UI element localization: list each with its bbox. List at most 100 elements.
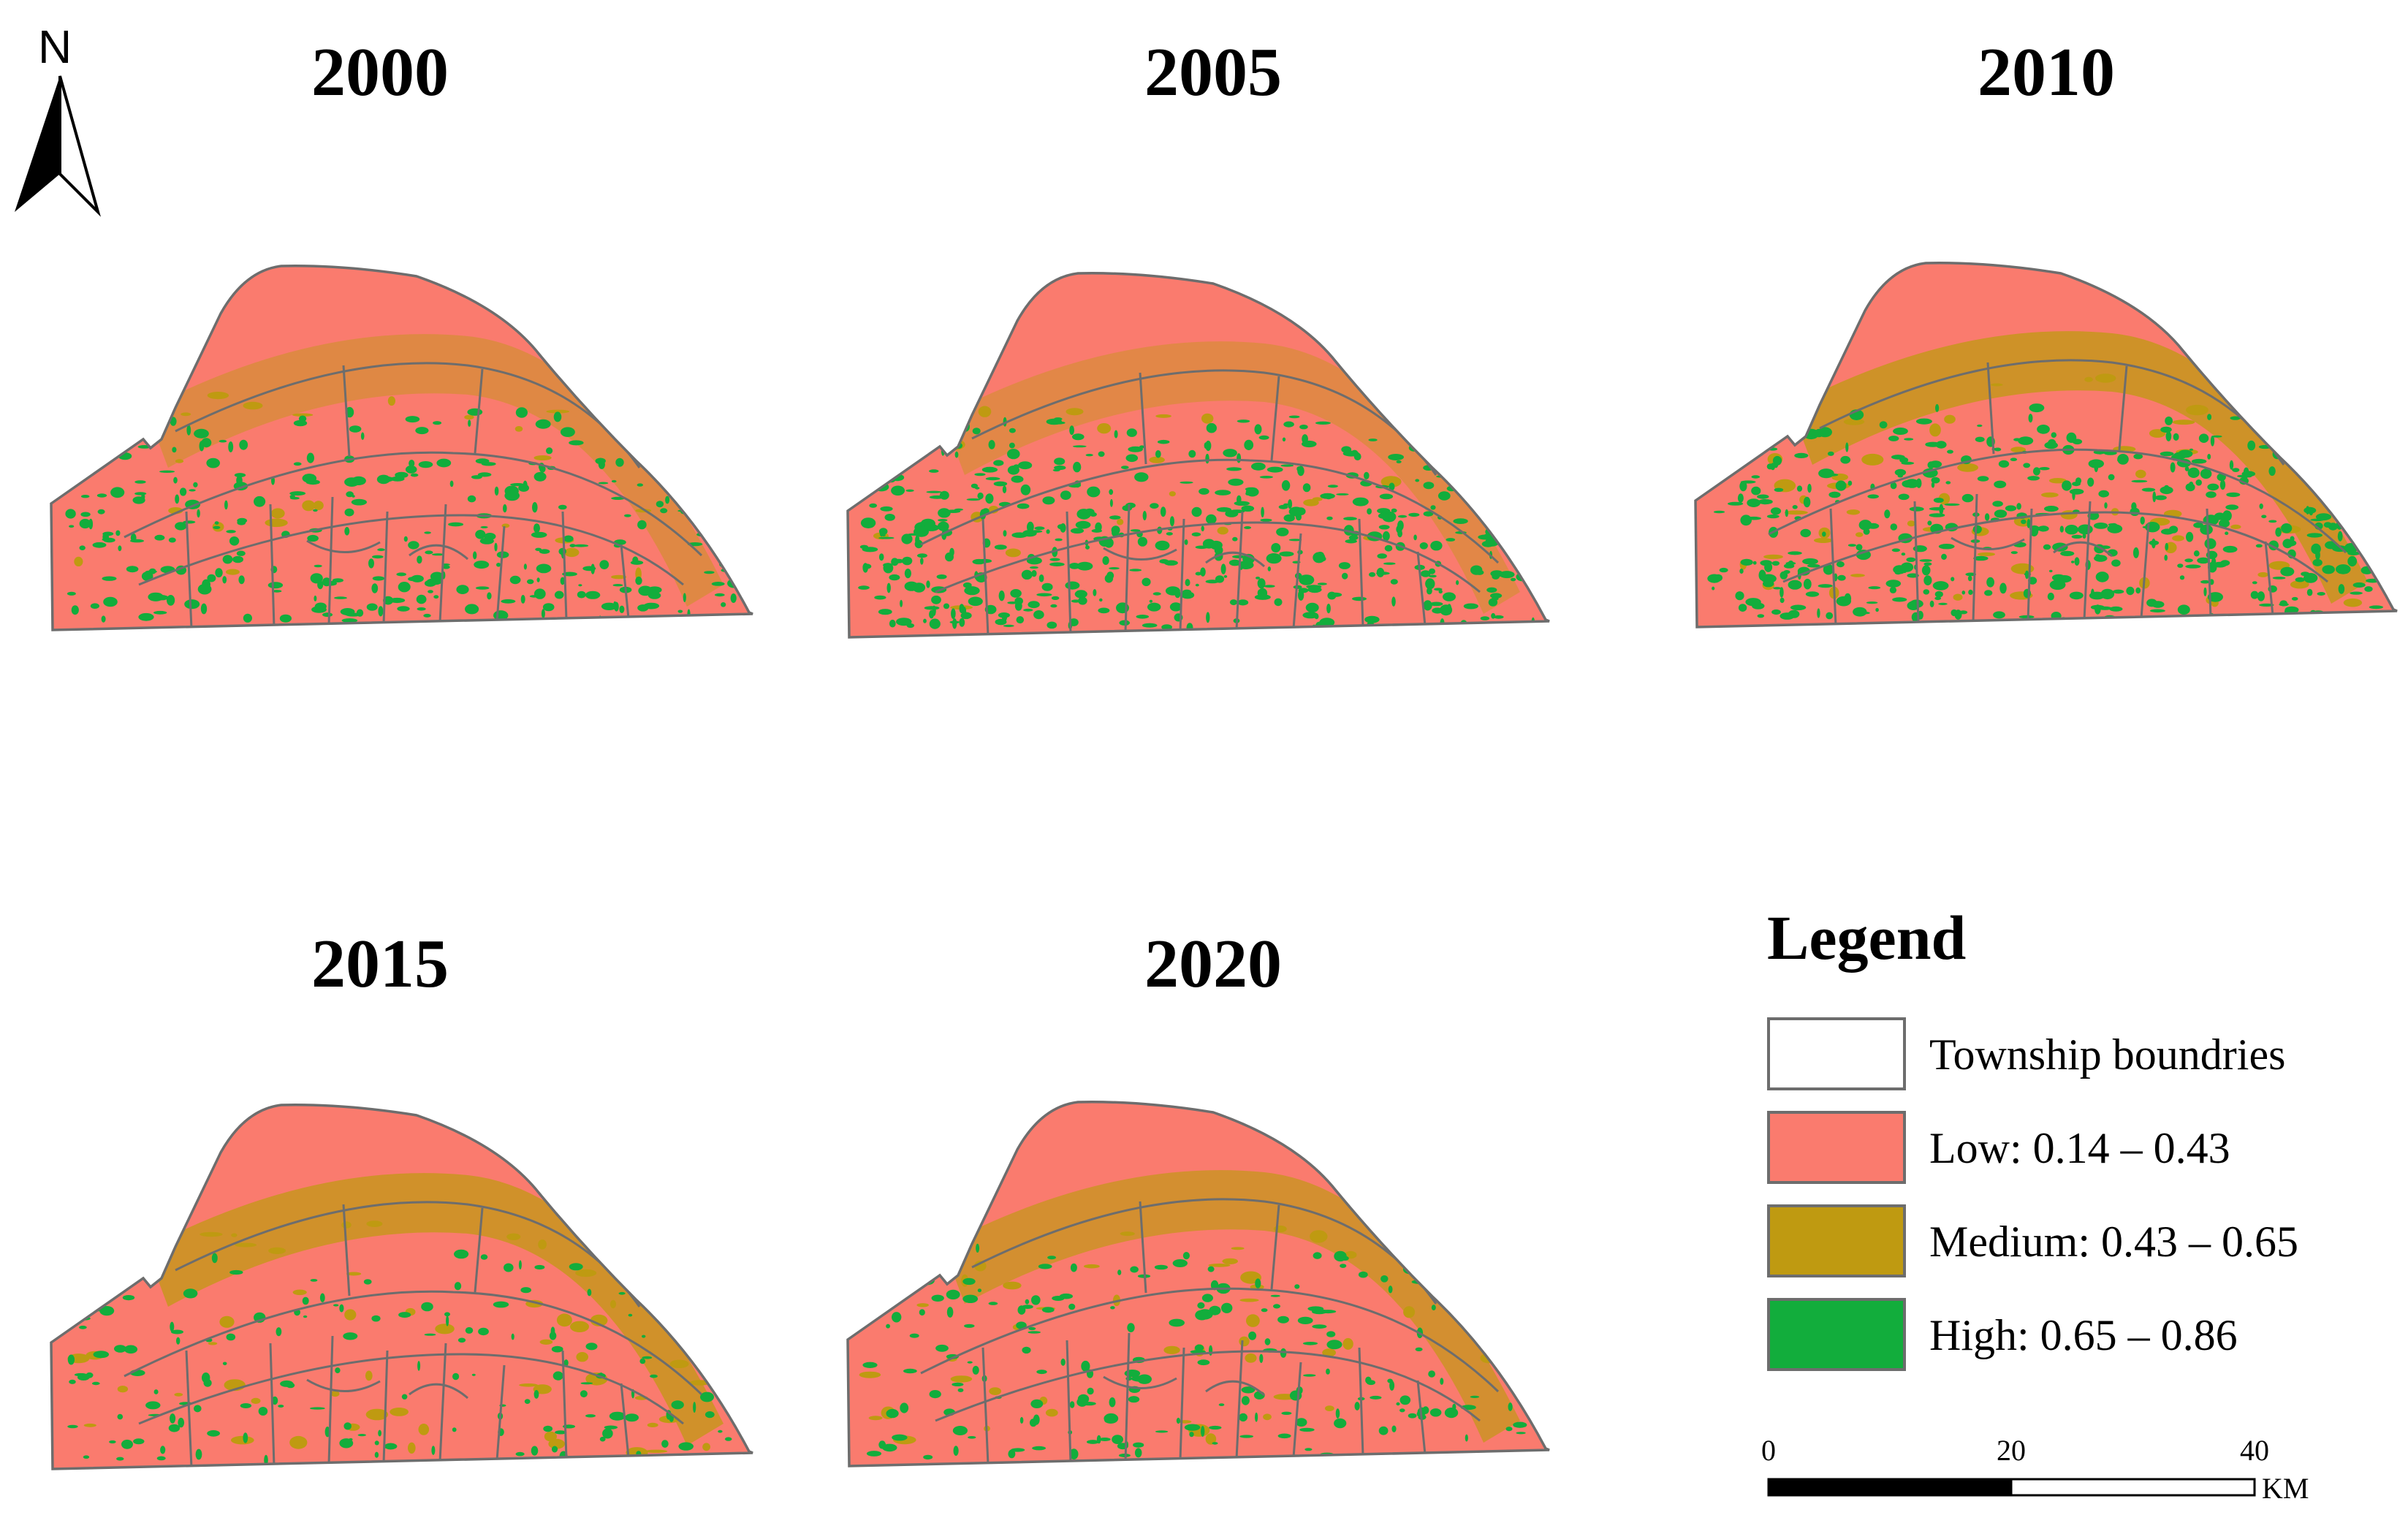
legend-label: Low: 0.14 – 0.43 xyxy=(1929,1124,2230,1172)
high-patch xyxy=(1423,511,1434,517)
high-patch xyxy=(964,1324,975,1328)
medium-patch xyxy=(603,1254,618,1268)
high-patch xyxy=(866,480,876,485)
high-patch xyxy=(240,1403,252,1408)
high-patch xyxy=(2023,463,2031,468)
high-patch xyxy=(931,595,941,604)
high-patch xyxy=(1478,504,1485,509)
map-2000 xyxy=(50,265,754,631)
high-patch xyxy=(2117,454,2129,465)
high-patch xyxy=(1288,539,1302,542)
high-patch xyxy=(1011,532,1028,538)
high-patch xyxy=(1404,424,1413,433)
high-patch xyxy=(1456,580,1459,585)
township-boundary-line xyxy=(1139,1201,1147,1294)
high-patch xyxy=(65,456,74,463)
high-patch xyxy=(1932,581,1949,591)
high-patch xyxy=(1109,567,1120,570)
high-patch xyxy=(628,1313,633,1317)
high-patch xyxy=(1017,1305,1026,1315)
high-patch xyxy=(985,476,1000,481)
high-patch xyxy=(539,549,550,554)
high-patch xyxy=(371,583,379,593)
township-boundary-line xyxy=(474,1207,484,1293)
high-patch xyxy=(974,473,986,476)
high-patch xyxy=(1429,1265,1437,1272)
high-patch xyxy=(1060,490,1071,500)
high-patch xyxy=(1060,523,1066,533)
north-label: N xyxy=(38,20,72,73)
medium-patch xyxy=(1953,593,1963,601)
medium-patch xyxy=(1342,1337,1353,1350)
high-patch xyxy=(683,593,686,602)
high-patch xyxy=(981,466,998,473)
high-patch xyxy=(417,555,422,564)
high-patch xyxy=(1049,562,1065,566)
high-patch xyxy=(929,1390,941,1399)
high-patch xyxy=(954,451,959,458)
high-patch xyxy=(518,484,529,492)
high-patch xyxy=(124,1345,138,1354)
high-patch xyxy=(493,1301,509,1308)
high-patch xyxy=(720,523,726,533)
high-patch xyxy=(1027,521,1034,533)
high-patch xyxy=(2337,531,2343,542)
high-patch xyxy=(1165,586,1180,596)
high-patch xyxy=(378,1429,381,1437)
high-patch xyxy=(310,1279,318,1282)
high-patch xyxy=(1112,1435,1123,1444)
high-patch xyxy=(1099,598,1103,602)
high-patch xyxy=(2360,479,2369,485)
high-patch xyxy=(874,595,886,600)
medium-patch xyxy=(2048,478,2067,484)
high-patch xyxy=(154,534,165,541)
high-patch xyxy=(2044,506,2059,512)
high-patch xyxy=(1003,530,1007,537)
high-patch xyxy=(1505,1427,1513,1432)
high-patch xyxy=(2281,523,2293,534)
high-patch xyxy=(2177,604,2190,615)
high-patch xyxy=(964,586,980,596)
high-patch xyxy=(1126,428,1137,437)
township-boundary-line xyxy=(1179,1347,1185,1461)
high-patch xyxy=(1188,449,1196,458)
high-patch xyxy=(2204,538,2217,550)
high-patch xyxy=(555,1430,567,1435)
high-patch xyxy=(1497,503,1511,509)
medium-patch xyxy=(1263,1413,1272,1421)
high-patch xyxy=(604,1425,618,1429)
high-patch xyxy=(1769,428,1779,433)
high-patch xyxy=(1790,604,1807,611)
township-boundary-line xyxy=(306,539,381,553)
high-patch xyxy=(1431,1305,1436,1310)
high-patch xyxy=(665,495,670,504)
high-patch xyxy=(1358,1271,1368,1278)
high-patch xyxy=(2229,460,2234,470)
high-patch xyxy=(1755,425,1765,432)
medium-patch xyxy=(937,1236,953,1242)
high-patch xyxy=(2366,615,2372,620)
high-patch xyxy=(968,596,983,607)
high-patch xyxy=(1299,1427,1315,1432)
medium-patch xyxy=(408,1442,416,1454)
high-patch xyxy=(535,419,551,429)
high-patch xyxy=(1512,1339,1518,1350)
high-patch xyxy=(1379,493,1394,500)
high-patch xyxy=(2322,482,2327,493)
high-patch xyxy=(184,599,200,610)
high-patch xyxy=(1029,566,1038,569)
high-patch xyxy=(2257,417,2265,428)
high-patch xyxy=(2187,467,2200,479)
high-patch xyxy=(2016,503,2021,510)
high-patch xyxy=(1180,591,1195,599)
high-patch xyxy=(1768,440,1774,446)
high-patch xyxy=(1244,526,1252,529)
high-patch xyxy=(371,1315,381,1322)
medium-patch xyxy=(1475,1326,1494,1332)
legend-swatch xyxy=(1767,1298,1906,1371)
high-patch xyxy=(2132,547,2139,558)
high-patch xyxy=(319,1293,325,1302)
high-patch xyxy=(2219,519,2230,528)
high-patch xyxy=(642,1356,653,1359)
high-patch xyxy=(896,618,912,626)
